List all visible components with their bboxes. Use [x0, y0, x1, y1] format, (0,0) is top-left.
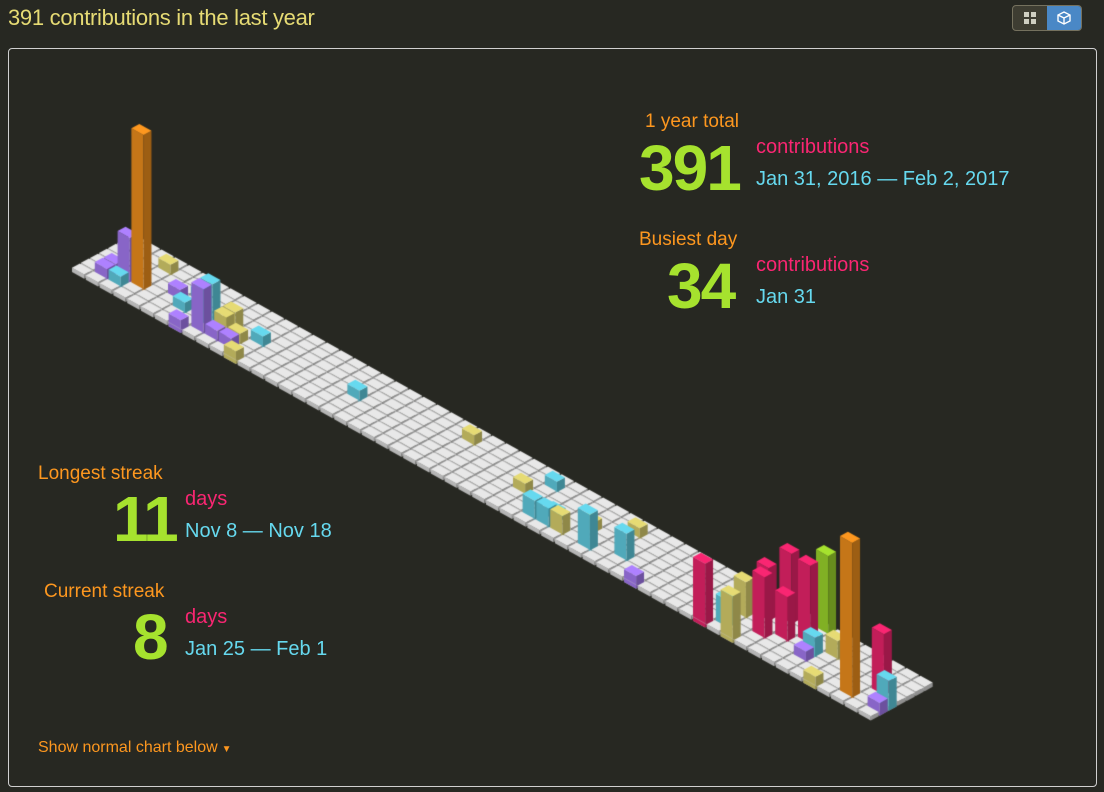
- page-title: 391 contributions in the last year: [8, 5, 315, 30]
- current-streak-label: Current streak: [44, 581, 165, 602]
- longest-streak-label: Longest streak: [38, 463, 163, 484]
- longest-streak-value: 11: [113, 483, 179, 555]
- busiest-day-unit: contributions: [756, 254, 870, 276]
- year-total-label: 1 year total: [645, 111, 739, 132]
- cube-icon: [1057, 11, 1071, 25]
- year-total-unit: contributions: [756, 136, 870, 158]
- current-streak-value: 8: [133, 601, 169, 673]
- longest-streak-unit: days: [185, 488, 228, 510]
- year-total-value: 391: [639, 132, 742, 204]
- show-normal-chart-link[interactable]: Show normal chart below ▼: [38, 739, 232, 757]
- view-toggle: [1012, 5, 1082, 31]
- busiest-day-value: 34: [667, 250, 736, 322]
- longest-streak-range: Nov 8 — Nov 18: [185, 520, 332, 542]
- current-streak-unit: days: [185, 606, 228, 628]
- current-streak-range: Jan 25 — Feb 1: [185, 638, 328, 660]
- year-total-range: Jan 31, 2016 — Feb 2, 2017: [756, 168, 1010, 190]
- isometric-contribution-chart: [9, 49, 1096, 786]
- busiest-day-label: Busiest day: [639, 229, 738, 250]
- cube-view-button[interactable]: [1047, 6, 1081, 30]
- caret-down-icon: ▼: [221, 744, 232, 755]
- show-normal-chart-label: Show normal chart below: [38, 739, 218, 756]
- grid-icon: [1024, 12, 1036, 24]
- grid-view-button[interactable]: [1013, 6, 1047, 30]
- busiest-day-date: Jan 31: [756, 286, 817, 308]
- contributions-panel: 1 year total 391 contributions Jan 31, 2…: [8, 48, 1097, 787]
